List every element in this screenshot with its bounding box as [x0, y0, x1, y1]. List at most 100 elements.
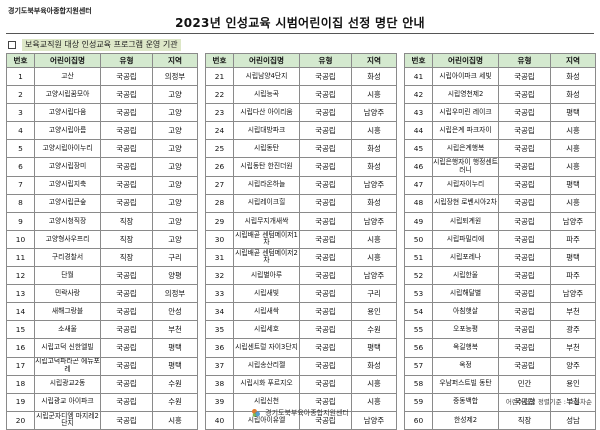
row-number: 38	[205, 374, 234, 394]
table-header-row: 번호 어린이집명 유형 지역	[205, 53, 397, 68]
table-row: 36 시립센트럴 자이3단지 국공립 평택	[205, 338, 397, 358]
table-row: 7 고양시립지축 국공립 고양	[6, 175, 198, 195]
daycare-name: 시립은행자이 행정센트러니	[432, 157, 499, 177]
daycare-region: 시흥	[351, 229, 397, 249]
daycare-region: 광주	[550, 320, 596, 340]
daycare-region: 고양	[152, 85, 198, 105]
daycare-type: 국공립	[299, 247, 352, 268]
table-row: 49 시립퇴계원 국공립 남양주	[404, 211, 596, 231]
daycare-type: 국공립	[498, 121, 551, 141]
row-number: 6	[6, 157, 35, 177]
row-number: 36	[205, 338, 234, 358]
daycare-type: 국공립	[299, 302, 352, 322]
row-number: 43	[404, 103, 433, 123]
row-number: 32	[205, 266, 234, 286]
daycare-type: 국공립	[100, 284, 153, 304]
table-row: 39 시립신천 국공립 시흥	[205, 392, 397, 412]
daycare-type: 국공립	[498, 266, 551, 286]
footer-org-name: 경기도북부육아종합지원센터	[265, 409, 349, 417]
daycare-name: 옥정	[432, 356, 499, 376]
table-row: 33 시립새빛 국공립 구리	[205, 284, 397, 304]
daycare-type: 국공립	[299, 320, 352, 340]
daycare-type: 국공립	[299, 356, 352, 376]
row-number: 57	[404, 356, 433, 376]
row-number: 56	[404, 338, 433, 358]
row-number: 33	[205, 284, 234, 304]
daycare-region: 파주	[550, 266, 596, 286]
daycare-name: 소새울	[34, 320, 101, 340]
daycare-region: 부천	[550, 338, 596, 358]
daycare-name: 시립아이파크 세빛	[432, 66, 499, 87]
daycare-type: 직장	[100, 247, 153, 268]
daycare-type: 국공립	[299, 103, 352, 123]
daycare-region: 남양주	[550, 211, 596, 231]
row-number: 52	[404, 266, 433, 286]
table-row: 45 시립은계행복 국공립 시흥	[404, 139, 596, 159]
daycare-type: 국공립	[498, 175, 551, 195]
title-divider	[6, 33, 594, 34]
daycare-name: 고양형사우프리	[34, 229, 101, 249]
daycare-region: 수원	[351, 320, 397, 340]
daycare-name: 시립은계 파크자이	[432, 121, 499, 141]
table-row: 50 시립파밀리에 국공립 파주	[404, 229, 596, 249]
row-number: 29	[205, 211, 234, 231]
row-number: 34	[205, 302, 234, 322]
daycare-name: 고양시립지축	[34, 175, 101, 195]
row-number: 41	[404, 66, 433, 87]
daycare-region: 평택	[152, 338, 198, 358]
daycare-type: 국공립	[299, 211, 352, 231]
daycare-region: 시흥	[351, 121, 397, 141]
row-number: 21	[205, 66, 234, 87]
daycare-region: 화성	[351, 139, 397, 159]
row-number: 3	[6, 103, 35, 123]
table-row: 27 시립라온하늘 국공립 남양주	[205, 175, 397, 195]
row-number: 44	[404, 121, 433, 141]
table-row: 1 고산 국공립 의정부	[6, 66, 198, 87]
table-row: 22 시립능곡 국공립 시흥	[205, 85, 397, 105]
daycare-type: 국공립	[299, 229, 352, 249]
table-row: 10 고양형사우프리 직장 고양	[6, 229, 198, 249]
daycare-type: 국공립	[498, 103, 551, 123]
daycare-name: 시립센트럴 자이3단지	[233, 338, 300, 358]
daycare-region: 고양	[152, 211, 198, 231]
daycare-type: 국공립	[498, 302, 551, 322]
row-number: 48	[404, 193, 433, 213]
daycare-region: 안성	[152, 302, 198, 322]
square-bullet-icon	[8, 41, 16, 49]
daycare-type: 국공립	[299, 266, 352, 286]
row-number: 15	[6, 320, 35, 340]
table-row: 54 아침햇살 국공립 부천	[404, 302, 596, 322]
row-number: 24	[205, 121, 234, 141]
daycare-region: 파주	[550, 229, 596, 249]
daycare-name: 시립무지개새싹	[233, 211, 300, 231]
daycare-type: 국공립	[100, 175, 153, 195]
daycare-type: 국공립	[100, 320, 153, 340]
daycare-name: 고양시립큰숲	[34, 193, 101, 213]
daycare-region: 고양	[152, 103, 198, 123]
table-row: 37 시립송산리젤 국공립 화성	[205, 356, 397, 376]
daycare-type: 국공립	[299, 66, 352, 87]
daycare-name: 오포능평	[432, 320, 499, 340]
daycare-name: 고양시립꿈모아	[34, 85, 101, 105]
org-name-top: 경기도북부육아종합지원센터	[8, 7, 92, 15]
row-number: 25	[205, 139, 234, 159]
daycare-region: 화성	[351, 356, 397, 376]
row-number: 45	[404, 139, 433, 159]
daycare-type: 직장	[100, 229, 153, 249]
daycare-region: 고양	[152, 157, 198, 177]
subtitle-text: 보육교직원 대상 인성교육 프로그램 운영 기관	[22, 39, 181, 51]
row-number: 23	[205, 103, 234, 123]
table-row: 24 시립대방파크 국공립 시흥	[205, 121, 397, 141]
daycare-type: 국공립	[299, 139, 352, 159]
row-number: 26	[205, 157, 234, 177]
row-number: 55	[404, 320, 433, 340]
row-number: 35	[205, 320, 234, 340]
table-row: 32 시립별아루 국공립 남양주	[205, 266, 397, 286]
daycare-region: 고양	[152, 121, 198, 141]
daycare-type: 국공립	[498, 284, 551, 304]
org-logo-icon	[252, 409, 261, 417]
row-number: 28	[205, 193, 234, 213]
table-row: 17 시립고덕파라곤 에듀포레 국공립 평택	[6, 356, 198, 376]
daycare-type: 국공립	[498, 157, 551, 177]
daycare-region: 고양	[152, 229, 198, 249]
